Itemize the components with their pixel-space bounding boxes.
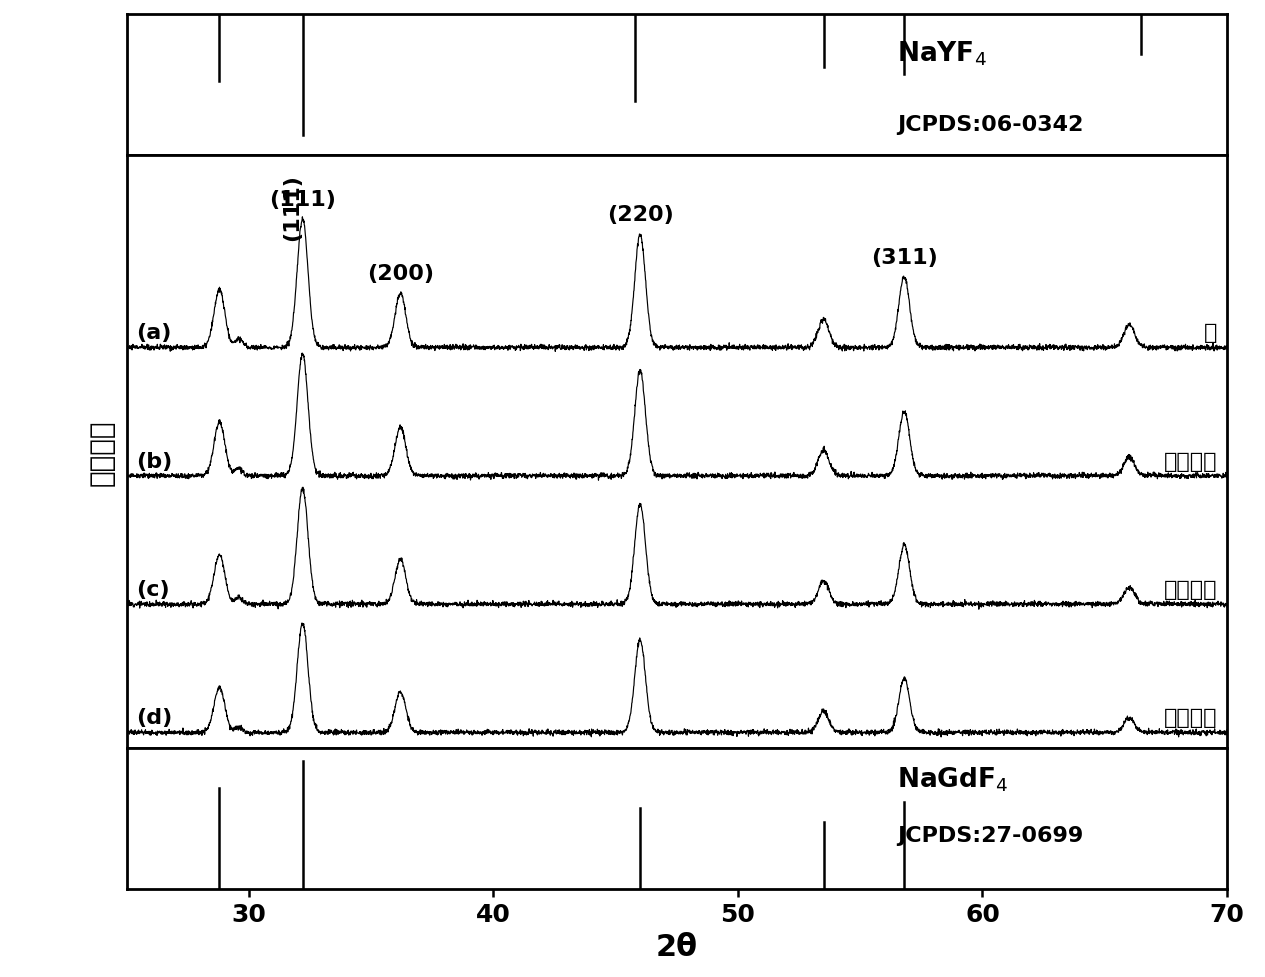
Text: 两层核壳: 两层核壳 <box>1164 451 1217 471</box>
Text: (c): (c) <box>137 579 170 599</box>
Text: (d): (d) <box>137 707 172 728</box>
X-axis label: 2θ: 2θ <box>655 932 698 960</box>
Text: (311): (311) <box>870 247 937 268</box>
Text: 三层核壳: 三层核壳 <box>1164 579 1217 599</box>
Text: (111): (111) <box>269 190 336 209</box>
Text: JCPDS:06-0342: JCPDS:06-0342 <box>897 114 1083 135</box>
Text: NaGdF$_4$: NaGdF$_4$ <box>897 765 1008 793</box>
Text: (a): (a) <box>137 323 172 343</box>
Text: 四层核壳: 四层核壳 <box>1164 707 1217 728</box>
Text: (200): (200) <box>367 264 434 284</box>
Text: JCPDS:27-0699: JCPDS:27-0699 <box>897 826 1083 845</box>
Text: (220): (220) <box>607 205 673 225</box>
Text: (b): (b) <box>137 451 172 471</box>
Text: (111): (111) <box>282 174 302 240</box>
Y-axis label: 衍射强度: 衍射强度 <box>87 419 115 485</box>
Text: 核: 核 <box>1204 323 1217 343</box>
Text: NaYF$_4$: NaYF$_4$ <box>897 40 987 68</box>
